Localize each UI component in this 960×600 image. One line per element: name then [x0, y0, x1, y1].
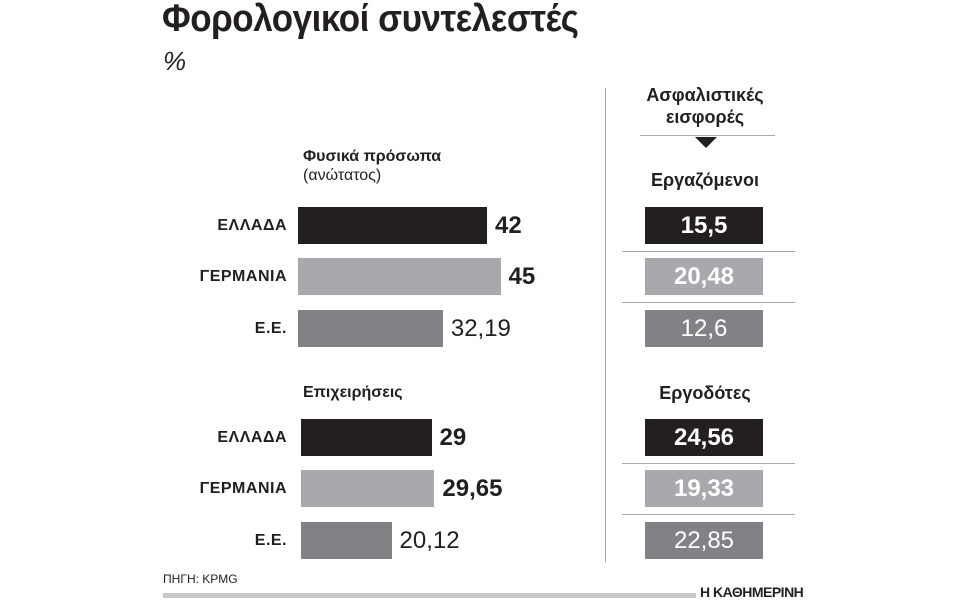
- row-separator: [622, 463, 795, 464]
- bar-ΓΕΡΜΑΝΙΑ: [298, 258, 501, 295]
- contribution-value: 12,6: [645, 310, 763, 347]
- row-separator: [622, 251, 795, 252]
- right-title: Ασφαλιστικές εισφορές: [610, 84, 800, 128]
- row-label: Ε.Ε.: [254, 532, 287, 549]
- bar-value-label: 29,65: [442, 475, 503, 502]
- group-title: Φυσικά πρόσωπα: [303, 148, 442, 165]
- row-label: Ε.Ε.: [254, 320, 287, 337]
- right-group-title: Εργοδότες: [659, 383, 751, 403]
- right-title-line1: Ασφαλιστικές: [646, 85, 764, 105]
- bar-value-label: 29: [439, 424, 467, 451]
- brand-logo: Η ΚΑΘΗΜΕΡΙΝΗ: [700, 584, 804, 600]
- bar-ΓΕΡΜΑΝΙΑ: [301, 470, 435, 507]
- right-title-line2: εισφορές: [665, 107, 745, 127]
- unit-label: %: [163, 46, 187, 76]
- row-label: ΕΛΛΑΔΑ: [217, 429, 287, 446]
- bar-value-label: 20,12: [399, 527, 460, 554]
- row-label: ΓΕΡΜΑΝΙΑ: [199, 480, 287, 497]
- footer-rule: [163, 593, 696, 598]
- row-label: ΓΕΡΜΑΝΙΑ: [199, 268, 287, 285]
- row-separator: [622, 302, 795, 303]
- bar-Ε.Ε.: [298, 310, 443, 347]
- triangle-down-icon: [695, 137, 717, 148]
- group-note: (ανώτατος): [303, 167, 382, 184]
- group-title: Επιχειρήσεις: [303, 384, 403, 401]
- source-note: ΠΗΓΗ: KPMG: [163, 572, 238, 586]
- contribution-value: 24,56: [645, 419, 763, 456]
- right-group-title: Εργαζόμενοι: [650, 170, 760, 190]
- bar-ΕΛΛΑΔΑ: [298, 207, 487, 244]
- right-title-rule: [640, 135, 775, 136]
- bar-value-label: 42: [495, 212, 522, 239]
- bar-value-label: 45: [508, 263, 536, 290]
- bar-value-label: 32,19: [450, 315, 511, 342]
- bar-Ε.Ε.: [301, 522, 392, 559]
- contribution-value: 15,5: [645, 207, 763, 244]
- column-divider: [605, 88, 606, 562]
- chart-title: Φορολογικοί συντελεστές: [162, 0, 579, 40]
- contribution-value: 22,85: [645, 522, 763, 559]
- bar-ΕΛΛΑΔΑ: [301, 419, 432, 456]
- row-label: ΕΛΛΑΔΑ: [217, 217, 287, 234]
- row-separator: [622, 514, 795, 515]
- contribution-value: 20,48: [645, 258, 763, 295]
- contribution-value: 19,33: [645, 470, 763, 507]
